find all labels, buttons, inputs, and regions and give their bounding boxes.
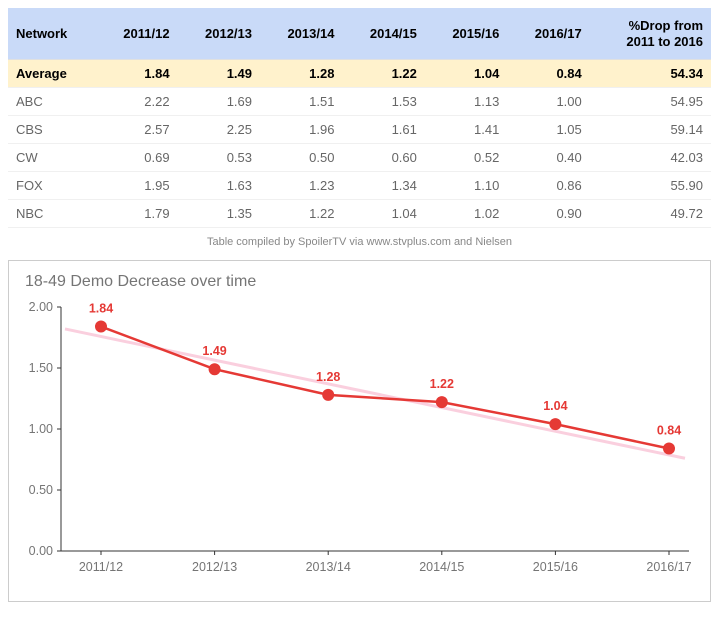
cell: 0.53	[178, 144, 260, 172]
cell: 1.49	[178, 60, 260, 88]
col-header: Network	[8, 8, 96, 60]
table-row: CW0.690.530.500.600.520.4042.03	[8, 144, 711, 172]
col-header: 2013/14	[260, 8, 342, 60]
svg-text:2013/14: 2013/14	[306, 560, 351, 574]
line-chart: 0.00 0.50 1.00 1.50 2.00 2011/12 2012/13 2013/1…	[19, 295, 699, 595]
col-header: 2012/13	[178, 8, 260, 60]
svg-text:1.00: 1.00	[29, 422, 53, 436]
cell: 1.61	[342, 116, 424, 144]
cell: 1.69	[178, 88, 260, 116]
cell: Average	[8, 60, 96, 88]
cell: 1.84	[96, 60, 178, 88]
cell: 1.23	[260, 172, 342, 200]
cell: 1.22	[342, 60, 424, 88]
average-row: Average1.841.491.281.221.040.8454.34	[8, 60, 711, 88]
cell: 0.50	[260, 144, 342, 172]
svg-text:1.84: 1.84	[89, 302, 113, 316]
table-row: NBC1.791.351.221.041.020.9049.72	[8, 200, 711, 228]
cell: 0.84	[507, 60, 589, 88]
cell: FOX	[8, 172, 96, 200]
svg-text:0.50: 0.50	[29, 483, 53, 497]
col-header: 2015/16	[425, 8, 507, 60]
ratings-table: Network2011/122012/132013/142014/152015/…	[8, 8, 711, 228]
cell: 1.53	[342, 88, 424, 116]
cell: 42.03	[590, 144, 711, 172]
cell: 2.22	[96, 88, 178, 116]
cell: CW	[8, 144, 96, 172]
col-header: 2016/17	[507, 8, 589, 60]
cell: 1.41	[425, 116, 507, 144]
cell: 1.34	[342, 172, 424, 200]
cell: 0.86	[507, 172, 589, 200]
table-row: FOX1.951.631.231.341.100.8655.90	[8, 172, 711, 200]
cell: 1.51	[260, 88, 342, 116]
table-row: ABC2.221.691.511.531.131.0054.95	[8, 88, 711, 116]
col-header: %Drop from 2011 to 2016	[590, 8, 711, 60]
cell: 1.04	[425, 60, 507, 88]
cell: 0.52	[425, 144, 507, 172]
cell: 1.35	[178, 200, 260, 228]
table-caption: Table compiled by SpoilerTV via www.stvp…	[8, 228, 711, 260]
cell: 1.96	[260, 116, 342, 144]
svg-text:2011/12: 2011/12	[79, 560, 123, 574]
svg-text:1.28: 1.28	[316, 370, 340, 384]
cell: 1.00	[507, 88, 589, 116]
col-header: 2014/15	[342, 8, 424, 60]
cell: 1.04	[342, 200, 424, 228]
cell: 1.63	[178, 172, 260, 200]
col-header: 2011/12	[96, 8, 178, 60]
cell: 1.02	[425, 200, 507, 228]
cell: 0.90	[507, 200, 589, 228]
table-row: CBS2.572.251.961.611.411.0559.14	[8, 116, 711, 144]
cell: 1.95	[96, 172, 178, 200]
svg-text:2012/13: 2012/13	[192, 560, 237, 574]
cell: 2.57	[96, 116, 178, 144]
cell: 54.34	[590, 60, 711, 88]
cell: ABC	[8, 88, 96, 116]
svg-text:2016/17: 2016/17	[646, 560, 691, 574]
svg-text:1.49: 1.49	[202, 344, 226, 358]
svg-text:2015/16: 2015/16	[533, 560, 578, 574]
cell: CBS	[8, 116, 96, 144]
cell: 1.28	[260, 60, 342, 88]
cell: 1.79	[96, 200, 178, 228]
svg-text:0.84: 0.84	[657, 424, 681, 438]
cell: NBC	[8, 200, 96, 228]
cell: 2.25	[178, 116, 260, 144]
cell: 0.60	[342, 144, 424, 172]
cell: 49.72	[590, 200, 711, 228]
svg-text:0.00: 0.00	[29, 544, 53, 558]
cell: 1.22	[260, 200, 342, 228]
cell: 55.90	[590, 172, 711, 200]
chart-title: 18-49 Demo Decrease over time	[19, 273, 700, 295]
cell: 1.13	[425, 88, 507, 116]
svg-text:1.04: 1.04	[543, 399, 567, 413]
cell: 54.95	[590, 88, 711, 116]
cell: 0.40	[507, 144, 589, 172]
svg-text:1.22: 1.22	[430, 377, 454, 391]
cell: 0.69	[96, 144, 178, 172]
cell: 1.05	[507, 116, 589, 144]
svg-text:2.00: 2.00	[29, 300, 53, 314]
cell: 59.14	[590, 116, 711, 144]
svg-text:1.50: 1.50	[29, 361, 53, 375]
chart-container: 18-49 Demo Decrease over time 0.00 0.50 1.…	[8, 260, 711, 602]
cell: 1.10	[425, 172, 507, 200]
svg-text:2014/15: 2014/15	[419, 560, 464, 574]
